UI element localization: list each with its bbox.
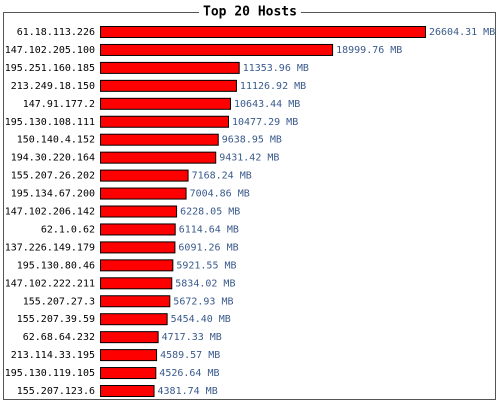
value-label: 9638.95 MB [222, 135, 282, 146]
title-background [199, 4, 301, 20]
bar [100, 26, 426, 38]
category-label: 194.30.220.164 [11, 153, 95, 164]
category-label: 213.249.18.150 [11, 81, 95, 92]
category-label: 195.130.119.105 [5, 368, 95, 379]
category-label: 155.207.39.59 [17, 314, 95, 325]
value-label: 10477.29 MB [232, 117, 298, 128]
value-label: 4717.33 MB [162, 332, 222, 343]
category-label: 147.102.205.100 [5, 45, 95, 56]
bar [100, 205, 178, 218]
category-label: 137.226.149.179 [5, 242, 95, 253]
value-label: 7004.86 MB [190, 189, 250, 200]
bar [100, 313, 168, 326]
bar [100, 223, 176, 236]
category-label: 62.1.0.62 [41, 224, 95, 235]
bar [100, 61, 240, 74]
category-label: 147.102.206.142 [5, 207, 95, 218]
bar [100, 367, 157, 380]
value-label: 4381.74 MB [158, 386, 218, 397]
category-label: 195.130.108.111 [5, 117, 95, 128]
bar [100, 169, 189, 182]
value-label: 5834.02 MB [175, 278, 235, 289]
value-label: 26604.31 MB [429, 27, 495, 38]
bar [100, 277, 173, 290]
bar [100, 187, 187, 200]
bar [100, 133, 219, 146]
bar [100, 97, 232, 110]
value-label: 11126.92 MB [240, 81, 306, 92]
chart-title: Top 20 Hosts [203, 5, 297, 20]
bar [100, 349, 158, 362]
value-label: 5454.40 MB [171, 314, 231, 325]
value-label: 18999.76 MB [336, 45, 402, 56]
bar [100, 295, 171, 308]
category-label: 195.130.80.46 [17, 260, 95, 271]
category-label: 155.207.27.3 [23, 296, 95, 307]
category-label: 195.251.160.185 [5, 63, 95, 74]
value-label: 6114.64 MB [179, 224, 239, 235]
category-label: 155.207.123.6 [17, 386, 95, 397]
category-label: 150.140.4.152 [17, 135, 95, 146]
category-label: 61.18.113.226 [17, 27, 95, 38]
category-label: 147.91.177.2 [23, 99, 95, 110]
bar [100, 259, 174, 272]
value-label: 9431.42 MB [219, 153, 279, 164]
value-label: 7168.24 MB [192, 171, 252, 182]
value-label: 5672.93 MB [173, 296, 233, 307]
bar [100, 385, 155, 397]
category-label: 147.102.222.211 [5, 278, 95, 289]
category-label: 62.68.64.232 [23, 332, 95, 343]
bar [100, 241, 176, 254]
value-label: 10643.44 MB [234, 99, 300, 110]
bar [100, 79, 237, 92]
value-label: 4526.64 MB [159, 368, 219, 379]
value-label: 6091.26 MB [178, 242, 238, 253]
bar [100, 331, 159, 344]
value-label: 6228.05 MB [180, 207, 240, 218]
category-label: 195.134.67.200 [11, 189, 95, 200]
bar [100, 151, 217, 164]
bar [100, 43, 334, 56]
value-label: 11353.96 MB [243, 63, 309, 74]
bar [100, 115, 229, 128]
category-label: 213.114.33.195 [11, 350, 95, 361]
value-label: 4589.57 MB [160, 350, 220, 361]
value-label: 5921.55 MB [176, 260, 236, 271]
category-label: 155.207.26.202 [11, 171, 95, 182]
